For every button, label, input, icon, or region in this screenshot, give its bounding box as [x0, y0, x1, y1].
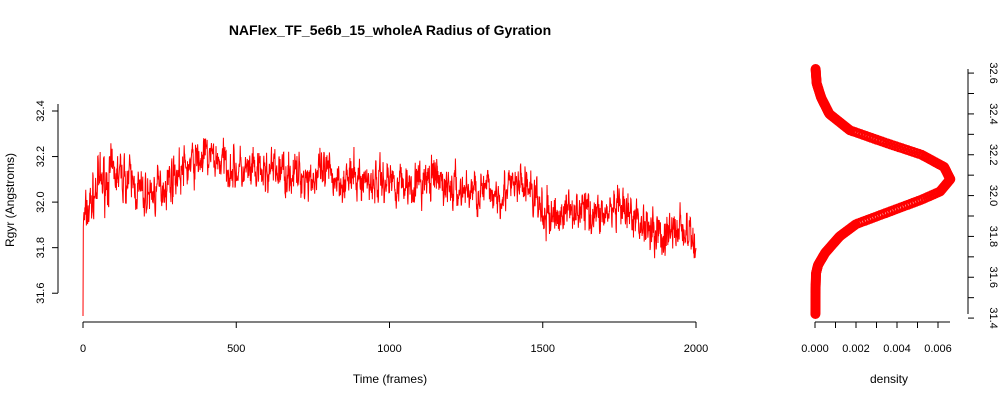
x-axis-label: Time (frames): [353, 372, 427, 386]
y-tick-label: 31.6: [35, 283, 47, 304]
density-x-tick-label: 0.002: [842, 343, 870, 355]
density-y-axis-ticks: 31.4 31.6 31.8 32.0 32.2 32.4 32.6: [968, 62, 999, 329]
density-x-tick-label: 0.006: [924, 343, 952, 355]
x-tick-label: 1500: [531, 343, 555, 355]
density-x-axis-label: density: [870, 372, 908, 386]
x-axis-ticks: 0 500 1000 1500 2000: [80, 322, 708, 355]
main-plot: NAFlex_TF_5e6b_15_wholeA Radius of Gyrat…: [3, 22, 708, 386]
x-tick-label: 0: [80, 343, 86, 355]
density-y-tick-label: 32.4: [987, 103, 999, 124]
y-tick-label: 31.8: [35, 237, 47, 258]
density-x-axis-ticks: 0.000 0.002 0.004 0.006: [801, 322, 952, 355]
rgyr-series-line: [82, 137, 697, 317]
density-y-tick-label: 31.4: [987, 307, 999, 328]
density-y-tick-label: 31.6: [987, 267, 999, 288]
density-y-tick-label: 31.8: [987, 226, 999, 247]
y-axis-label: Rgyr (Angstroms): [3, 153, 17, 247]
chart-title: NAFlex_TF_5e6b_15_wholeA Radius of Gyrat…: [229, 22, 551, 38]
density-x-tick-label: 0.000: [801, 343, 829, 355]
y-tick-label: 32.2: [35, 146, 47, 167]
density-points: [810, 64, 956, 319]
density-x-tick-label: 0.004: [883, 343, 911, 355]
density-y-tick-label: 32.0: [987, 185, 999, 206]
y-axis-ticks: 31.6 31.8 32.0 32.2 32.4: [35, 100, 58, 304]
x-tick-label: 1000: [377, 343, 401, 355]
density-y-tick-label: 32.6: [987, 62, 999, 83]
y-tick-label: 32.0: [35, 191, 47, 212]
x-tick-label: 500: [227, 343, 245, 355]
x-tick-label: 2000: [684, 343, 708, 355]
density-y-tick-label: 32.2: [987, 144, 999, 165]
density-plot: density 0.000 0.002 0.004 0.006 31.431.631.…: [801, 62, 999, 386]
density-point: [810, 64, 821, 74]
y-tick-label: 32.4: [35, 100, 47, 121]
